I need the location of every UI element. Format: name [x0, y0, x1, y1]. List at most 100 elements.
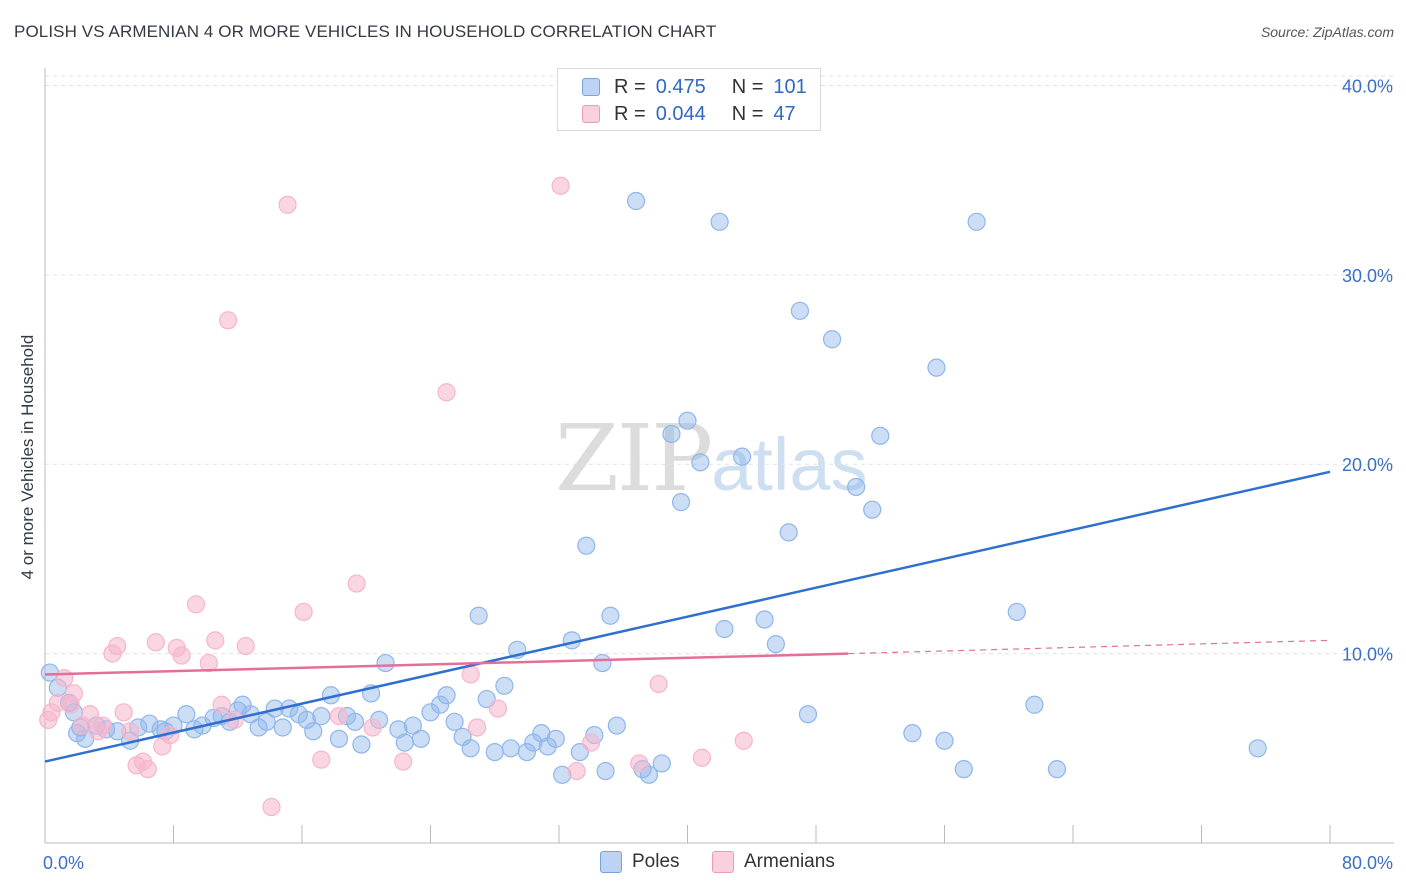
armenians-point — [294, 602, 313, 622]
poles-point — [501, 739, 520, 758]
poles-point — [376, 653, 395, 673]
poles-point — [601, 606, 620, 625]
poles-point — [652, 754, 671, 773]
y-tick-label: 40.0% — [1342, 76, 1393, 96]
armenians-point — [347, 574, 366, 593]
legend-n-value: 101 — [773, 75, 807, 98]
poles-point — [577, 536, 596, 555]
poles-point — [766, 635, 785, 654]
poles-point — [967, 212, 986, 231]
poles-trend-line — [44, 470, 1331, 763]
legend-swatch-armenians — [582, 105, 600, 123]
x-tick-label-right: 80.0% — [1342, 853, 1393, 873]
poles-point — [431, 695, 450, 714]
poles-point — [863, 500, 882, 519]
poles-point — [273, 718, 292, 737]
poles-point — [1248, 739, 1267, 758]
armenians-point — [734, 731, 753, 750]
poles-point — [755, 610, 774, 629]
poles-point — [546, 729, 565, 748]
armenians-trend-extension — [848, 639, 1331, 655]
poles-point — [403, 716, 422, 735]
armenians-point — [363, 718, 382, 737]
poles-point — [1047, 760, 1067, 779]
bottom-legend-poles: Poles — [600, 851, 680, 873]
poles-point — [495, 676, 514, 695]
poles-point — [626, 191, 646, 211]
poles-point — [395, 733, 414, 752]
poles-point — [927, 358, 946, 377]
legend-r-label: R = — [614, 102, 646, 125]
y-tick-label: 10.0% — [1342, 645, 1393, 665]
legend-r-value: 0.044 — [655, 102, 706, 125]
poles-point — [935, 731, 954, 750]
legend-n-label: N = — [731, 75, 764, 98]
armenians-point — [329, 707, 349, 726]
armenians-point — [551, 176, 570, 195]
armenians-point — [488, 699, 508, 718]
poles-point — [461, 739, 480, 758]
source-label: Source: ZipAtlas.com — [1260, 24, 1394, 40]
poles-point — [903, 724, 922, 743]
armenians-point — [64, 684, 84, 703]
legend-row-armenians: R = 0.044 N = 47 — [558, 101, 796, 127]
poles-point — [517, 742, 536, 762]
poles-point — [710, 212, 729, 231]
poles-point — [177, 705, 196, 724]
poles-point — [593, 653, 612, 673]
bottom-legend-label-armenians: Armenians — [744, 851, 835, 872]
armenians-point — [172, 646, 191, 665]
armenians-point — [114, 703, 133, 722]
armenians-point — [138, 760, 157, 779]
poles-point — [445, 712, 464, 731]
poles-point — [715, 619, 734, 639]
armenians-point — [312, 750, 331, 769]
armenians-point — [55, 669, 74, 688]
legend-n-label: N = — [731, 102, 764, 125]
armenians-point — [461, 665, 480, 684]
poles-point — [257, 712, 276, 731]
armenians-point — [199, 653, 218, 673]
poles-point — [798, 705, 818, 724]
poles-point — [312, 707, 331, 726]
armenians-point — [212, 695, 231, 714]
legend-r-label: R = — [614, 75, 646, 98]
poles-point — [790, 301, 810, 320]
poles-point — [304, 722, 323, 741]
legend-row-poles: R = 0.475 N = 101 — [558, 74, 807, 100]
armenians-point — [437, 383, 456, 402]
poles-point — [469, 606, 488, 625]
poles-point — [485, 742, 504, 762]
legend-r-value: 0.475 — [655, 75, 706, 98]
armenians-point — [93, 716, 112, 735]
bottom-legend-swatch-poles — [600, 851, 622, 873]
armenians-point — [630, 754, 649, 773]
poles-point — [678, 411, 697, 430]
armenians-point — [692, 748, 712, 767]
poles-point — [822, 330, 842, 349]
poles-point — [1025, 695, 1044, 714]
poles-point — [411, 729, 430, 748]
watermark: ZIPatlas — [555, 405, 867, 512]
bottom-legend-armenians: Armenians — [712, 851, 835, 873]
y-tick-label: 30.0% — [1342, 266, 1393, 286]
armenians-point — [262, 797, 281, 817]
armenians-point — [236, 636, 255, 656]
poles-point — [779, 523, 798, 542]
watermark-zip: ZIP — [555, 405, 713, 512]
legend-n-value: 47 — [773, 102, 796, 125]
poles-point — [871, 426, 890, 445]
poles-point — [691, 453, 710, 472]
legend: R = 0.475 N = 101 R = 0.044 N = 47 — [557, 68, 821, 131]
poles-point — [352, 735, 371, 754]
x-tick-label-left: 0.0% — [43, 853, 84, 873]
armenians-point — [278, 195, 297, 214]
armenians-point — [121, 722, 140, 741]
armenians-point — [108, 636, 127, 656]
armenians-point — [186, 595, 206, 614]
poles-point — [847, 477, 866, 497]
poles-point — [662, 424, 681, 444]
poles-point — [1007, 602, 1026, 622]
armenians-trend-line — [44, 652, 849, 676]
